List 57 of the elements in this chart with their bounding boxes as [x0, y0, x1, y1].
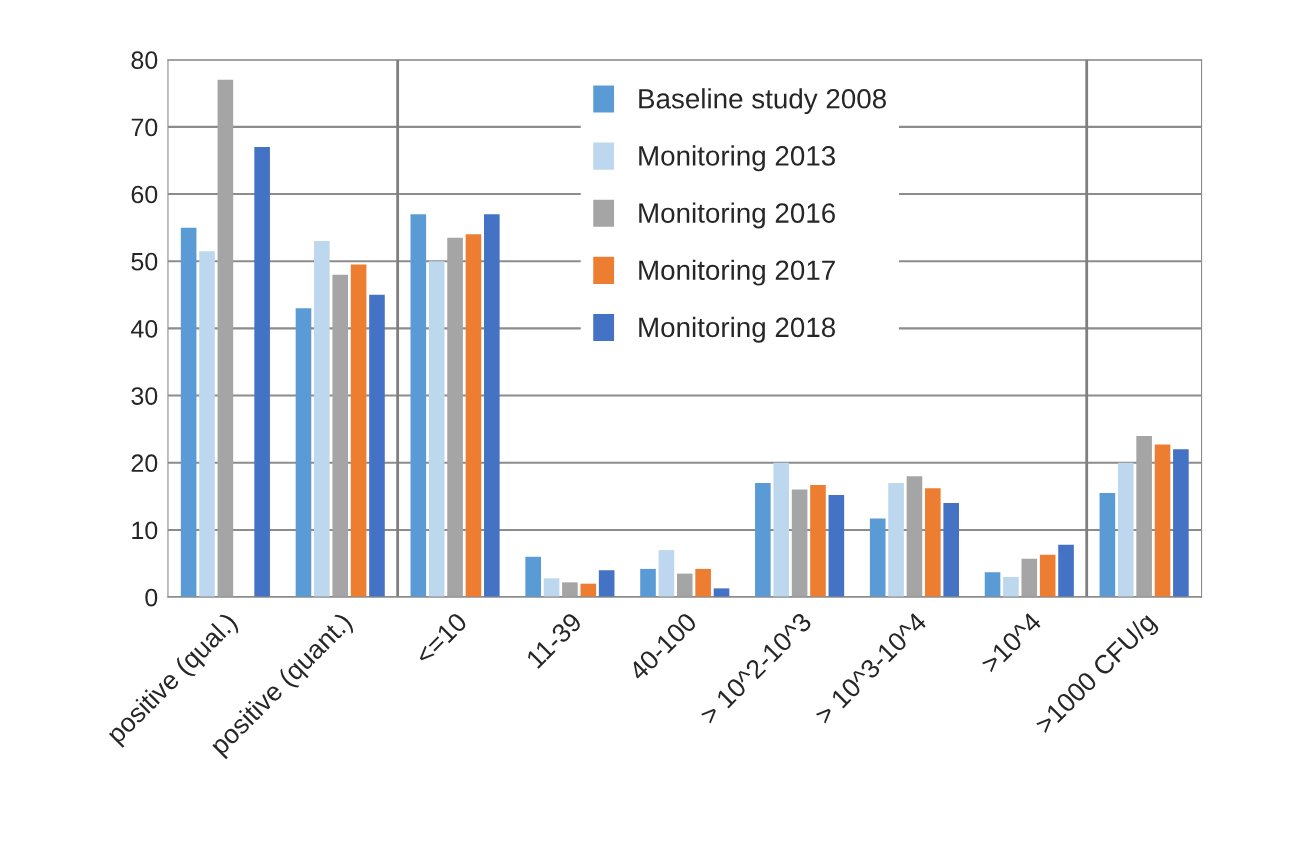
bar	[1058, 544, 1074, 598]
bar	[906, 476, 923, 598]
bar	[1117, 462, 1134, 598]
legend-label: Monitoring 2018	[639, 316, 835, 343]
bar	[428, 261, 445, 598]
y-tick-label: 20	[131, 454, 158, 473]
bar	[943, 503, 960, 598]
bar	[773, 462, 790, 598]
legend-label: Monitoring 2017	[639, 259, 835, 286]
bar	[350, 264, 367, 598]
y-tick-label: 0	[145, 588, 158, 607]
bar	[369, 294, 385, 598]
bar	[484, 214, 500, 598]
y-tick-label: 10	[132, 521, 158, 540]
bar	[640, 568, 656, 598]
bar	[888, 482, 904, 598]
y-tick-label: 70	[131, 118, 158, 137]
bar	[676, 573, 693, 598]
bar	[869, 518, 886, 598]
legend-label: Baseline study 2008	[639, 88, 886, 115]
bar	[810, 484, 826, 598]
bar	[314, 241, 330, 598]
bar	[580, 583, 597, 598]
bar	[658, 550, 675, 598]
bar	[525, 556, 541, 598]
legend-label: Monitoring 2016	[639, 202, 835, 229]
bar	[410, 214, 427, 598]
bar	[695, 568, 711, 598]
bar	[791, 489, 808, 598]
bar	[1003, 576, 1019, 598]
bar	[217, 79, 234, 598]
bar	[562, 582, 578, 598]
bar	[254, 147, 270, 598]
bar	[1173, 449, 1189, 598]
bar	[543, 578, 560, 598]
y-tick-label: 40	[131, 320, 158, 338]
y-tick-label: 30	[131, 387, 158, 405]
bar	[984, 572, 1001, 598]
bar	[1099, 492, 1116, 598]
bar	[755, 482, 771, 598]
bar	[1021, 558, 1038, 598]
bar	[1154, 444, 1171, 598]
bar	[1136, 435, 1152, 598]
bar	[925, 488, 941, 598]
y-tick-label: 60	[131, 185, 158, 204]
legend-label: Monitoring 2013	[639, 145, 835, 172]
y-tick-label: 50	[131, 252, 158, 271]
bar	[465, 234, 482, 598]
bar	[332, 274, 349, 598]
bar	[295, 308, 312, 598]
bar	[828, 495, 845, 598]
bar	[598, 570, 615, 598]
bar	[1039, 554, 1056, 598]
bar	[447, 237, 463, 598]
bar	[199, 251, 215, 598]
bar	[180, 227, 197, 598]
y-tick-label: 80	[131, 51, 158, 70]
